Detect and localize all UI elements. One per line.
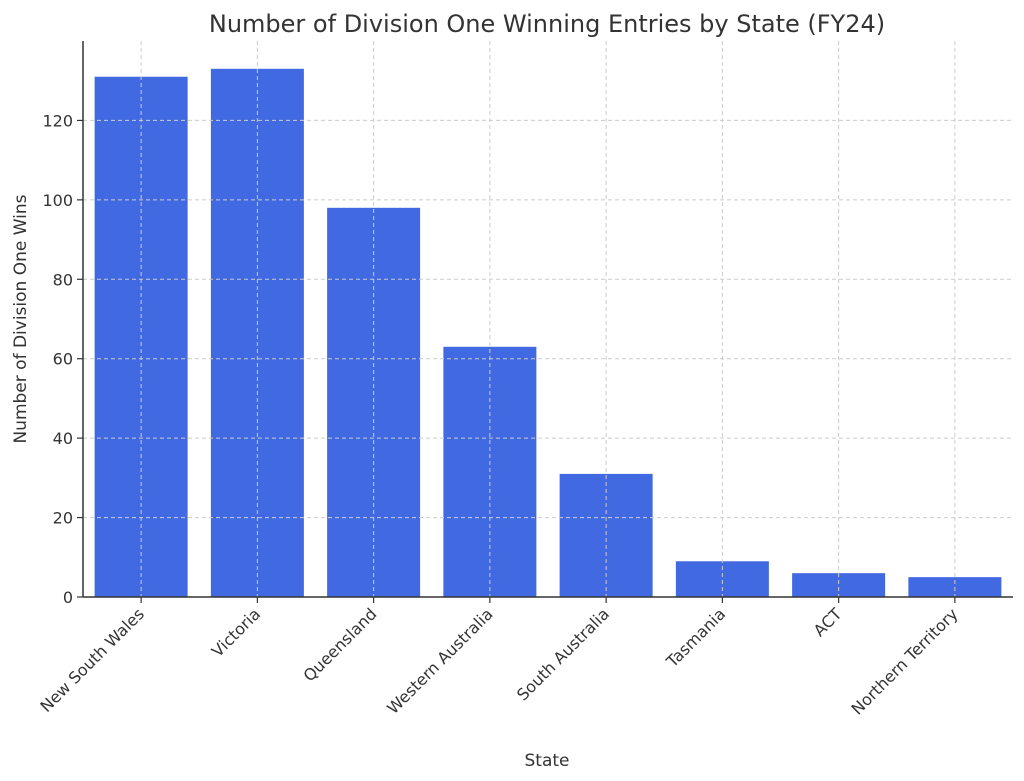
x-tick-label: Victoria: [208, 604, 264, 660]
y-tick-label: 20: [53, 509, 73, 528]
y-tick-label: 0: [63, 588, 73, 607]
x-tick-labels: New South Wales Victoria Queensland Western…: [36, 604, 961, 718]
chart-title: Number of Division One Winning Entries b…: [209, 10, 885, 38]
x-tick-label: South Australia: [513, 604, 613, 704]
x-tick-label: Northern Territory: [848, 604, 962, 718]
y-tick-label: 40: [53, 429, 73, 448]
x-tick-label: New South Wales: [36, 604, 148, 716]
x-tick-label: Western Australia: [383, 604, 496, 717]
bar: [792, 573, 886, 597]
y-axis-label: Number of Division One Wins: [11, 194, 31, 443]
axes: [77, 41, 1013, 603]
x-tick-label: Queensland: [300, 604, 381, 685]
y-tick-label: 120: [42, 111, 73, 130]
y-tick-label: 100: [42, 191, 73, 210]
x-tick-label: ACT: [810, 604, 846, 640]
x-axis-label: State: [525, 751, 570, 771]
y-tick-label: 80: [53, 270, 73, 289]
x-tick-label: Tasmania: [662, 604, 729, 671]
y-tick-labels: 0 20 40 60 80 100 120: [42, 111, 73, 607]
y-tick-label: 60: [53, 350, 73, 369]
